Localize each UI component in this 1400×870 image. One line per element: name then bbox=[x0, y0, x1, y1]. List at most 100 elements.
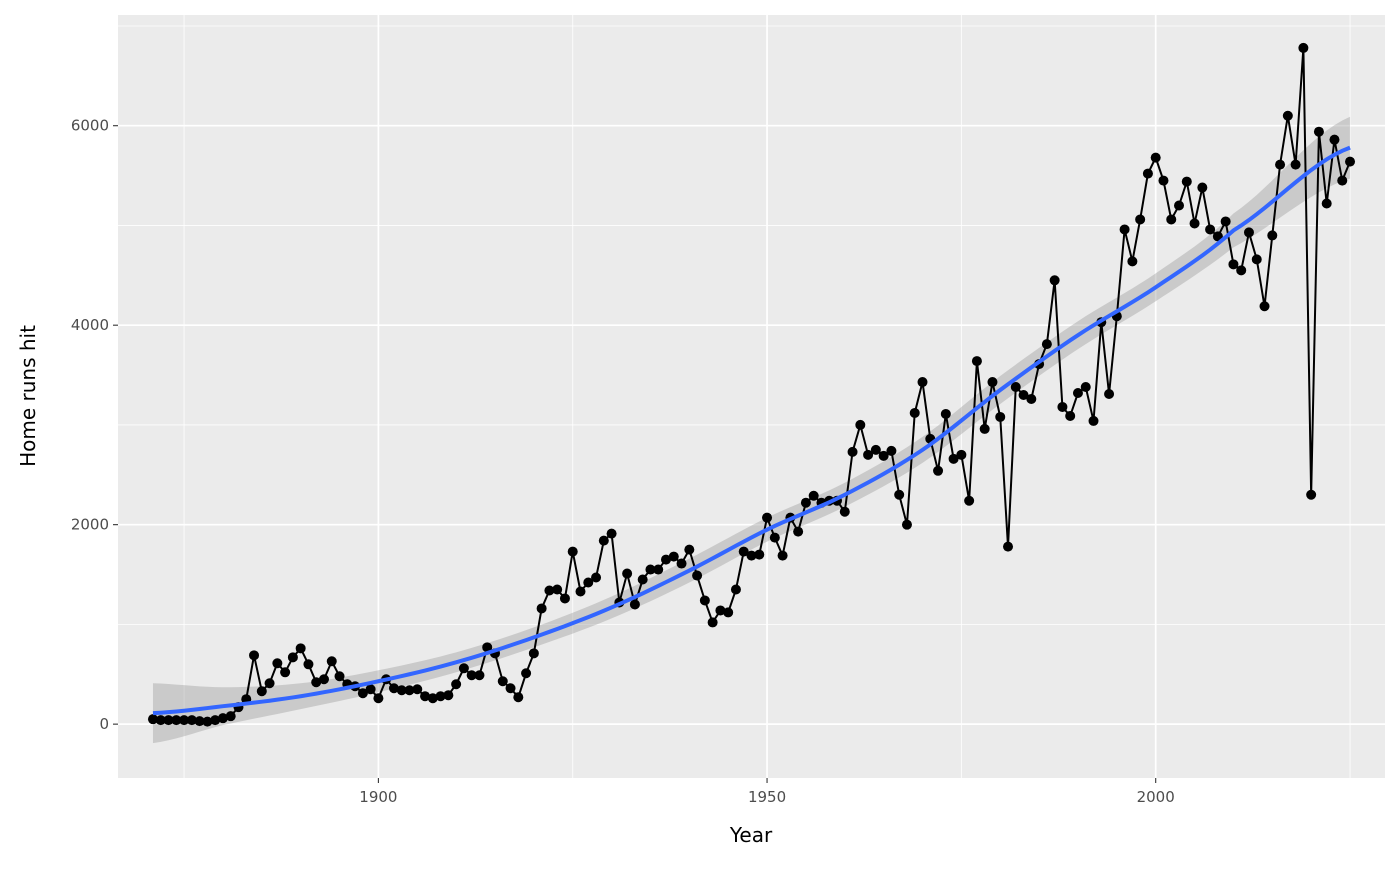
data-point bbox=[847, 446, 858, 457]
data-point bbox=[746, 550, 757, 561]
data-point bbox=[777, 550, 788, 561]
data-point bbox=[808, 490, 819, 501]
data-point bbox=[497, 676, 508, 687]
data-point bbox=[754, 549, 765, 560]
data-point bbox=[637, 574, 648, 585]
data-point bbox=[1220, 216, 1231, 227]
data-point bbox=[909, 407, 920, 418]
smooth-line bbox=[152, 145, 1351, 716]
data-point bbox=[521, 668, 532, 679]
data-point bbox=[373, 693, 384, 704]
data-point bbox=[1197, 182, 1208, 193]
data-point bbox=[1321, 198, 1332, 209]
data-point bbox=[147, 714, 158, 725]
data-point bbox=[762, 512, 773, 523]
data-point bbox=[839, 506, 850, 517]
data-point bbox=[326, 656, 337, 667]
data-point bbox=[583, 577, 594, 588]
data-point bbox=[793, 526, 804, 537]
data-point bbox=[948, 453, 959, 464]
data-point bbox=[917, 377, 928, 388]
y-axis-title: Home runs hit bbox=[16, 325, 40, 467]
data-point bbox=[971, 356, 982, 367]
data-point bbox=[552, 584, 563, 595]
data-point bbox=[303, 659, 314, 670]
data-point bbox=[707, 617, 718, 628]
data-point bbox=[1275, 159, 1286, 170]
data-point bbox=[202, 716, 213, 727]
data-point bbox=[365, 684, 376, 695]
data-point bbox=[622, 568, 633, 579]
data-point bbox=[668, 551, 679, 562]
data-point bbox=[995, 411, 1006, 422]
data-point bbox=[1251, 254, 1262, 265]
data-point bbox=[334, 671, 345, 682]
data-point bbox=[870, 444, 881, 455]
data-point bbox=[466, 670, 477, 681]
data-point bbox=[1010, 382, 1021, 393]
data-point bbox=[396, 685, 407, 696]
data-point bbox=[404, 685, 415, 696]
data-point bbox=[855, 419, 866, 430]
data-point bbox=[357, 688, 368, 699]
data-point bbox=[194, 716, 205, 727]
data-point bbox=[1057, 401, 1068, 412]
data-point bbox=[1119, 224, 1130, 235]
data-point bbox=[210, 715, 221, 726]
data-point bbox=[295, 643, 306, 654]
data-point bbox=[629, 599, 640, 610]
data-point bbox=[1072, 388, 1083, 399]
grid-minor bbox=[118, 15, 1385, 778]
data-point bbox=[1104, 389, 1115, 400]
data-point bbox=[287, 652, 298, 663]
data-point bbox=[800, 497, 811, 508]
data-point bbox=[318, 674, 329, 685]
data-point bbox=[1243, 227, 1254, 238]
y-tick-label: 2000 bbox=[71, 516, 109, 534]
data-point bbox=[940, 408, 951, 419]
data-point bbox=[264, 678, 275, 689]
data-point bbox=[1041, 339, 1052, 350]
data-point bbox=[458, 663, 469, 674]
data-point bbox=[901, 519, 912, 530]
data-point bbox=[575, 586, 586, 597]
data-point bbox=[738, 546, 749, 557]
data-point bbox=[699, 595, 710, 606]
data-point bbox=[598, 535, 609, 546]
data-point bbox=[272, 658, 283, 669]
data-point bbox=[606, 528, 617, 539]
plot-panel bbox=[118, 15, 1385, 778]
data-point bbox=[249, 650, 260, 661]
data-point bbox=[1313, 126, 1324, 137]
data-point bbox=[1080, 382, 1091, 393]
data-point bbox=[894, 489, 905, 500]
data-point bbox=[645, 564, 656, 575]
data-point bbox=[256, 686, 267, 697]
data-point bbox=[544, 585, 555, 596]
y-tick-label: 0 bbox=[99, 715, 109, 733]
data-point bbox=[1135, 214, 1146, 225]
data-point bbox=[660, 554, 671, 565]
data-point bbox=[171, 715, 182, 726]
data-point bbox=[443, 690, 454, 701]
data-point bbox=[886, 445, 897, 456]
data-point bbox=[1003, 541, 1014, 552]
data-point bbox=[420, 691, 431, 702]
data-point bbox=[155, 715, 166, 726]
data-point bbox=[474, 670, 485, 681]
data-point bbox=[964, 495, 975, 506]
data-point bbox=[1267, 230, 1278, 241]
data-point bbox=[653, 564, 664, 575]
data-point bbox=[1174, 200, 1185, 211]
data-point bbox=[1181, 176, 1192, 187]
data-point bbox=[1236, 265, 1247, 276]
data-point bbox=[311, 677, 322, 688]
data-point bbox=[684, 544, 695, 555]
data-point bbox=[1018, 390, 1029, 401]
data-point bbox=[1189, 218, 1200, 229]
data-point bbox=[1212, 231, 1223, 242]
x-tick-label: 2000 bbox=[1137, 788, 1175, 806]
data-point bbox=[217, 713, 228, 724]
data-point bbox=[536, 603, 547, 614]
data-point bbox=[1142, 168, 1153, 179]
